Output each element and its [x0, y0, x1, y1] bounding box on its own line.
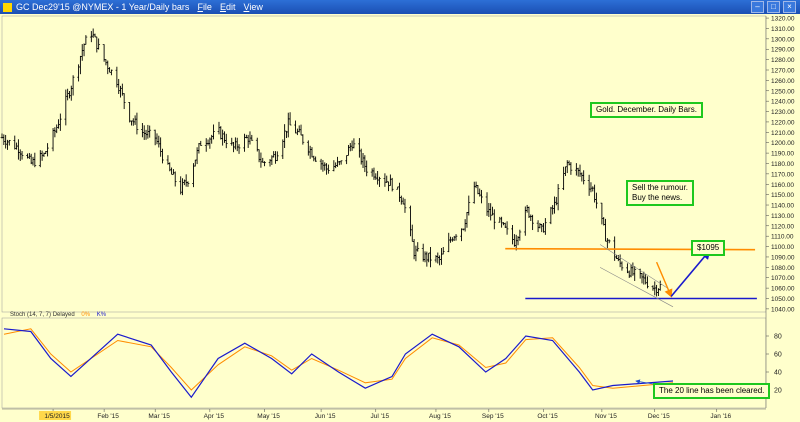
price-tick-label: 1090.00	[771, 254, 795, 261]
price-panel	[1, 15, 767, 313]
price-tick-label: 1170.00	[771, 171, 794, 178]
price-tick-label: 1200.00	[771, 140, 795, 147]
x-tick-label: Feb '15	[97, 413, 119, 420]
price-tick-label: 1210.00	[771, 130, 795, 137]
stoch-d-label: K%	[96, 312, 107, 318]
app-icon	[3, 2, 12, 12]
price-tick-label: 1050.00	[771, 296, 795, 303]
x-tick-label: Sep '15	[482, 413, 504, 420]
close-icon[interactable]: ×	[783, 1, 796, 13]
x-tick-label: Dec '15	[648, 413, 670, 420]
stoch-tick-label: 20	[774, 388, 782, 395]
title-bar: GC Dec29'15 @NYMEX - 1 Year/Daily bars F…	[0, 0, 800, 14]
price-tick-label: 1100.00	[771, 244, 794, 251]
price-tick-label: 1240.00	[771, 99, 795, 106]
stoch-panel	[1, 317, 767, 409]
price-tick-label: 1130.00	[771, 213, 794, 220]
menu-view[interactable]: View	[243, 2, 263, 12]
x-tick-label: Mar '15	[148, 413, 170, 420]
sell-line-2: Buy the news.	[632, 193, 683, 202]
price-tick-label: 1220.00	[771, 119, 795, 126]
x-tick-label: Apr '15	[204, 413, 225, 420]
stoch-d-line	[3, 328, 674, 391]
channel-line-lower	[599, 267, 674, 308]
cleared-note: The 20 line has been cleared.	[653, 383, 771, 399]
x-tick-label: 1/5/2015	[44, 413, 70, 420]
axis-bg	[766, 14, 800, 422]
price-tick-label: 1060.00	[771, 286, 795, 293]
minimize-icon[interactable]: –	[751, 1, 764, 13]
stoch-k-label: 0%	[81, 312, 91, 318]
x-tick-label: May '15	[257, 413, 280, 420]
price-tick-label: 1300.00	[771, 36, 795, 43]
cleared-arrow	[635, 379, 654, 385]
price-tick-label: 1280.00	[771, 57, 795, 64]
maximize-icon[interactable]: □	[767, 1, 780, 13]
x-tick-label: Oct '15	[537, 413, 558, 420]
price-tick-label: 1160.00	[771, 182, 794, 189]
price-tick-label: 1270.00	[771, 68, 795, 75]
stoch-k-line	[3, 328, 674, 399]
stoch-tick-label: 80	[774, 334, 782, 341]
price-chart: 1040.00 1050.00 1060.00 1070.00 1080.00 1090.…	[0, 14, 800, 422]
menu-edit[interactable]: Edit	[219, 2, 236, 12]
price-tick-label: 1320.00	[771, 16, 795, 23]
price-tick-label: 1070.00	[771, 275, 795, 282]
stoch-tick-label: 60	[774, 352, 782, 359]
stoch-header: Stoch (14, 7, 7) Delayed 0% K%	[10, 312, 106, 318]
sell-note: Sell the rumour. Buy the news.	[626, 180, 695, 206]
blue-arrow	[670, 249, 711, 297]
price-tick-label: 1180.00	[771, 161, 794, 168]
price-tick-label: 1140.00	[771, 203, 794, 210]
price-tick-label: 1310.00	[771, 26, 795, 33]
price-tick-label: 1080.00	[771, 265, 795, 272]
x-tick-label: Jun '15	[315, 413, 336, 420]
x-tick-label: Nov '15	[595, 413, 617, 420]
price-tick-label: 1260.00	[771, 78, 795, 85]
sell-line-1: Sell the rumour.	[632, 183, 689, 192]
menu-file[interactable]: File	[197, 2, 212, 12]
price-tick-label: 1120.00	[771, 223, 794, 230]
channel-line-upper	[599, 244, 668, 289]
price-tick-label: 1040.00	[771, 306, 795, 313]
price-tick-label: 1110.00	[771, 234, 794, 241]
gold-note: Gold. December. Daily Bars.	[590, 102, 703, 118]
price-tick-label: 1150.00	[771, 192, 794, 199]
price-tick-label: 1250.00	[771, 88, 795, 95]
price-note: $1095	[691, 240, 726, 256]
stoch-tick-label: 40	[774, 370, 782, 377]
x-tick-label: Aug '15	[429, 413, 451, 420]
x-tick-label: Jul '15	[370, 413, 389, 420]
price-tick-label: 1290.00	[771, 47, 795, 54]
window-title: GC Dec29'15 @NYMEX - 1 Year/Daily bars	[16, 2, 190, 12]
price-tick-label: 1230.00	[771, 109, 795, 116]
date-highlight	[39, 411, 72, 420]
price-tick-label: 1190.00	[771, 151, 794, 158]
orange-arrow	[655, 261, 673, 298]
stoch-title: Stoch (14, 7, 7) Delayed	[10, 312, 75, 318]
x-tick-label: Jan '16	[710, 413, 731, 420]
